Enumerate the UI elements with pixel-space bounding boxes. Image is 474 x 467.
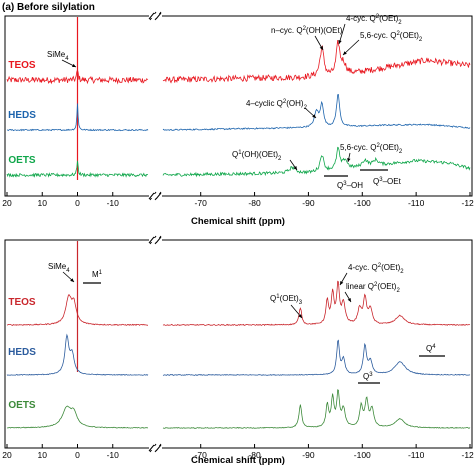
peak-annotation: 4-cyc. Q2(OEt)2 — [348, 263, 404, 275]
x-tick-label: 20 — [2, 450, 12, 460]
x-tick-label: -80 — [248, 198, 261, 208]
x-tick-label: -10 — [107, 198, 120, 208]
x-tick-label: -90 — [302, 198, 315, 208]
peak-annotation: 4-cyc. Q2(OEt)2 — [346, 14, 402, 26]
peak-annotation: n–cyc. Q2(OH)(OEt) — [271, 26, 343, 35]
annotation-arrowhead — [338, 40, 342, 44]
x-tick-label: -80 — [248, 450, 261, 460]
x-tick-label: 10 — [38, 450, 48, 460]
series-label-heds: HEDS — [8, 110, 36, 121]
peak-annotation: Q3–OEt — [373, 177, 402, 186]
peak-annotation: SiMe4 — [48, 262, 70, 274]
annotation-arrowhead — [298, 314, 302, 318]
series-label-teos: TEOS — [8, 60, 36, 71]
annotation-arrowhead — [319, 46, 323, 50]
trace-oets-left — [6, 405, 149, 429]
x-tick-label: -70 — [195, 198, 208, 208]
trace-heds-right — [162, 93, 471, 131]
trace-teos-right — [162, 40, 471, 84]
panel-a-axis-break — [148, 11, 162, 201]
annotation-arrowhead — [340, 281, 344, 285]
trace-oets-right — [162, 146, 471, 178]
series-label-oets: OETS — [8, 155, 36, 166]
trace-heds-left — [7, 103, 149, 132]
peak-annotation: 5,6-cyc. Q2(OEt)2 — [360, 31, 423, 43]
trace-teos-left — [6, 293, 149, 327]
x-tick-label: -120 — [461, 198, 474, 208]
peak-annotation: M1 — [92, 270, 103, 279]
panel-a-frame — [4, 15, 473, 197]
x-tick-label: -90 — [302, 450, 315, 460]
panel-after-silylation: 20 10 0 -10 -70 -80 -90 -100 -110 -120 TEOS HEDS OE… — [2, 235, 474, 466]
peak-annotation: Q4 — [426, 344, 436, 353]
trace-heds-left — [6, 333, 149, 376]
annotation-arrowhead — [70, 278, 74, 282]
x-tick-label: -110 — [408, 198, 425, 208]
x-tick-label: -100 — [354, 198, 371, 208]
peak-annotation: linear Q2(OEt)2 — [346, 282, 400, 294]
series-label-heds: HEDS — [8, 347, 36, 358]
x-tick-label: 0 — [75, 450, 80, 460]
annotation-arrow — [342, 39, 360, 56]
trace-oets-right — [162, 389, 471, 429]
peak-annotation: 4–cyclic Q2(OH)2 — [246, 99, 308, 111]
series-label-oets: OETS — [8, 400, 36, 411]
x-tick-label: -120 — [461, 450, 474, 460]
x-tick-label: 0 — [75, 198, 80, 208]
annotation-arrowhead — [343, 51, 347, 55]
annotation-arrowhead — [293, 166, 297, 170]
x-tick-label: -70 — [195, 450, 208, 460]
panel-b-axis-break — [148, 235, 162, 453]
x-tick-label: -10 — [107, 450, 120, 460]
peak-annotation: Q3–OH — [337, 181, 363, 190]
x-tick-label: 10 — [38, 198, 48, 208]
x-tick-label: 20 — [2, 198, 12, 208]
panel-a-title: (a) Before silylation — [2, 2, 95, 13]
x-tick-label: -110 — [408, 450, 425, 460]
annotation-arrowhead — [72, 63, 76, 67]
peak-annotation: Q1(OH)(OEt)2 — [232, 150, 282, 162]
panel-b-frame — [4, 239, 473, 449]
trace-teos-right — [162, 280, 471, 327]
annotation-arrowhead — [347, 158, 351, 162]
peak-annotation: SiMe4 — [47, 50, 69, 62]
panel-b-x-axis-title: Chemical shift (ppm) — [191, 455, 285, 466]
trace-heds-right — [162, 339, 471, 376]
panel-before-silylation: (a) Before silylation 20 10 0 -10 -70 -80 -90 -… — [2, 2, 474, 227]
annotation-arrowhead — [347, 298, 351, 302]
panel-a-x-axis-title: Chemical shift (ppm) — [191, 216, 285, 227]
peak-annotation: Q1(OEt)3 — [270, 294, 303, 306]
x-tick-label: -100 — [354, 450, 371, 460]
trace-teos-left — [6, 68, 149, 85]
series-label-teos: TEOS — [8, 297, 36, 308]
trace-oets-left — [6, 160, 149, 178]
peak-annotation: 5,6-cyc. Q2(OEt)2 — [340, 143, 403, 155]
peak-annotation: Q3 — [363, 372, 373, 381]
annotation-arrowhead — [312, 114, 316, 118]
